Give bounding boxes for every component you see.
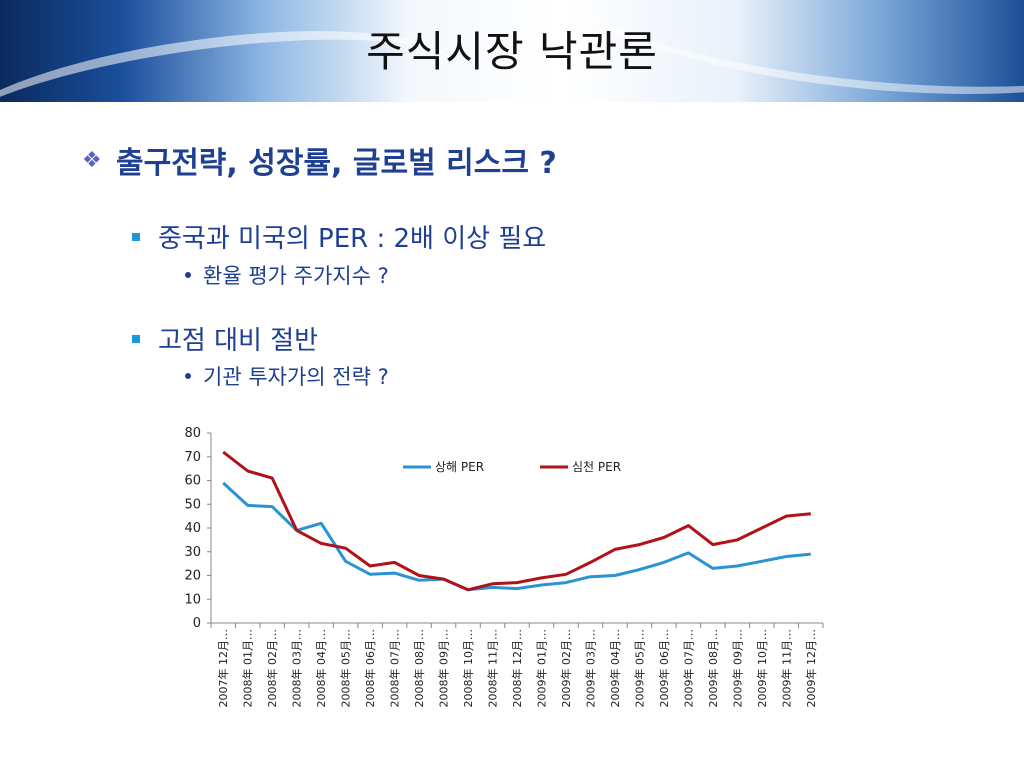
x-tick-label: 2007年 12月…	[216, 629, 230, 708]
series-line-2	[222, 450, 811, 592]
legend-label: 상해 PER	[435, 460, 484, 474]
legend-label: 심천 PER	[572, 459, 621, 474]
x-tick-label: 2008年 02月…	[265, 629, 279, 708]
x-tick-label: 2009年 05月…	[632, 629, 646, 708]
main-bullet: ❖ 출구전략, 성장률, 글로벌 리스크 ?	[82, 138, 557, 182]
sub-sub-bullet-text: 환율 평가 주가지수 ?	[203, 264, 389, 288]
x-tick-label: 2009年 11月…	[779, 629, 793, 708]
series-line-1	[222, 481, 811, 592]
y-tick-label: 30	[184, 545, 201, 560]
y-tick-label: 80	[184, 426, 201, 441]
x-tick-label: 2009年 02月…	[559, 629, 573, 708]
y-tick-label: 0	[193, 616, 201, 631]
x-tick-label: 2009年 10月…	[755, 629, 769, 708]
sub-sub-bullet: 환율 평가 주가지수 ?	[185, 260, 389, 290]
dot-bullet-icon	[185, 373, 191, 379]
sub-bullet-text: 고점 대비 절반	[158, 326, 319, 356]
x-tick-label: 2008年 05月…	[339, 629, 353, 708]
dot-bullet-icon	[185, 272, 191, 278]
slide-title: 주식시장 낙관론	[366, 27, 658, 76]
x-tick-label: 2009年 06月…	[657, 629, 671, 708]
y-tick-label: 70	[184, 450, 201, 465]
x-tick-label: 2008年 03月…	[290, 629, 304, 708]
y-tick-label: 50	[184, 497, 201, 512]
header-banner	[0, 0, 1024, 102]
sub-bullet: 고점 대비 절반	[132, 320, 318, 357]
x-tick-label: 2008年 08月…	[412, 629, 426, 708]
x-tick-label: 2009年 03月…	[583, 629, 597, 708]
x-tick-label: 2008年 09月…	[437, 629, 451, 708]
sub-bullet-text: 중국과 미국의 PER : 2배 이상 필요	[158, 224, 547, 254]
diamond-bullet-icon: ❖	[82, 147, 102, 173]
x-tick-label: 2009年 01月…	[534, 629, 548, 708]
y-tick-label: 10	[184, 592, 201, 607]
x-tick-label: 2008年 04月…	[314, 629, 328, 708]
x-tick-label: 2009年 12月…	[804, 629, 818, 708]
x-tick-label: 2008年 11月…	[486, 629, 500, 708]
sub-sub-bullet: 기관 투자가의 전략 ?	[185, 361, 389, 391]
x-tick-label: 2009年 09月…	[730, 629, 744, 708]
square-bullet-icon	[132, 334, 140, 343]
x-tick-label: 2009年 04月…	[608, 629, 622, 708]
square-bullet-icon	[132, 232, 140, 241]
main-bullet-text: 출구전략, 성장률, 글로벌 리스크 ?	[116, 146, 557, 181]
x-tick-label: 2009年 08月…	[706, 629, 720, 708]
x-tick-label: 2008年 07月…	[388, 629, 402, 708]
y-tick-label: 60	[184, 474, 201, 489]
x-tick-label: 2008年 12月…	[510, 629, 524, 708]
sub-bullet: 중국과 미국의 PER : 2배 이상 필요	[132, 218, 546, 255]
sub-sub-bullet-text: 기관 투자가의 전략 ?	[203, 365, 389, 389]
x-tick-label: 2008年 10月…	[461, 629, 475, 708]
y-tick-label: 40	[184, 521, 201, 536]
x-tick-label: 2009年 07月…	[681, 629, 695, 708]
x-tick-label: 2008年 06月…	[363, 629, 377, 708]
x-tick-label: 2008年 01月…	[241, 629, 255, 708]
y-tick-label: 20	[184, 569, 201, 584]
